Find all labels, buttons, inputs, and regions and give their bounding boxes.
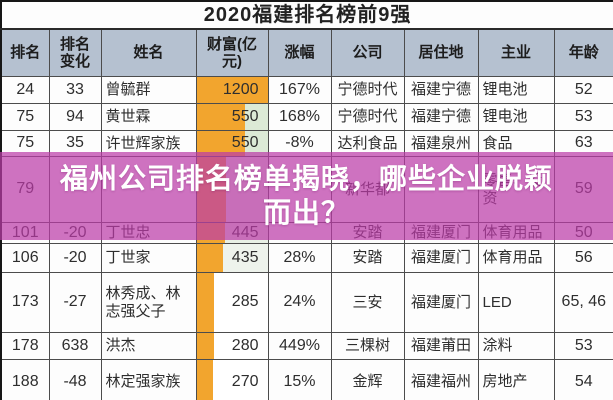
header-age: 年龄 [553, 28, 613, 77]
cell-age: 56 [553, 243, 613, 273]
header-name: 姓名 [100, 28, 197, 77]
cell-change: -27 [48, 272, 102, 333]
cell-pct: 28% [267, 243, 332, 273]
cell-age: 65, 46 [553, 272, 613, 333]
cell-rank: 106 [0, 243, 50, 273]
cell-residence: 福建莆田 [403, 332, 479, 360]
cell-residence: 福建宁德 [403, 76, 479, 104]
cell-wealth: 280 [195, 332, 269, 360]
cell-pct: 167% [267, 76, 332, 104]
header-change-pct: 涨幅 [267, 28, 332, 77]
cell-change: 33 [48, 76, 102, 104]
cell-wealth: 1200 [195, 76, 269, 104]
wealth-value: 280 [231, 336, 259, 354]
table-row: 173 -27 林秀成、林志强父子 285 24% 三安 福建厦门 LED 65, 46 [0, 272, 613, 333]
cell-age: 53 [553, 103, 613, 131]
cell-name: 黄世霖 [100, 103, 197, 131]
wealth-data-bar [197, 104, 245, 130]
table-row: 188 -48 林定强家族 270 15% 金辉 福建福州 房地产 54 [0, 359, 613, 400]
cell-business: 锂电池 [477, 76, 555, 104]
cell-company: 三棵树 [330, 332, 405, 360]
wealth-value: 1200 [222, 80, 259, 98]
cell-wealth: 270 [195, 359, 269, 400]
cell-name: 林秀成、林志强父子 [100, 272, 197, 333]
cell-company: 金辉 [330, 359, 405, 400]
cell-change: 94 [48, 103, 102, 131]
cell-residence: 福建厦门 [403, 272, 479, 333]
cell-pct: 168% [267, 103, 332, 131]
cell-residence: 福建福州 [403, 359, 479, 400]
wealth-data-bar [197, 360, 213, 400]
header-wealth: 财富(亿元) [195, 28, 269, 77]
cell-age: 52 [553, 76, 613, 104]
cell-change: -48 [48, 359, 102, 400]
cell-wealth: 550 [195, 103, 269, 131]
cell-rank: 188 [0, 359, 50, 400]
cell-pct: 15% [267, 359, 332, 400]
header-business: 主业 [477, 28, 555, 77]
cell-name: 曾毓群 [100, 76, 197, 104]
cell-wealth: 285 [195, 272, 269, 333]
cell-age: 54 [553, 359, 613, 400]
table-row: 106 -20 丁世家 435 28% 安踏 福建厦门 体育用品 56 [0, 243, 613, 273]
cell-age: 53 [553, 332, 613, 360]
cell-name: 林定强家族 [100, 359, 197, 400]
wealth-value: 435 [231, 248, 259, 266]
table-row: 75 94 黄世霖 550 168% 宁德时代 福建宁德 锂电池 53 [0, 103, 613, 131]
cell-residence: 福建宁德 [403, 103, 479, 131]
table-row: 178 638 洪杰 280 449% 三棵树 福建莆田 涂料 53 [0, 332, 613, 360]
cell-name: 洪杰 [100, 332, 197, 360]
cell-company: 宁德时代 [330, 76, 405, 104]
headline-line2: 而出？ [262, 197, 350, 228]
headline-overlay: 福州公司排名榜单揭晓，哪些企业脱颖 而出？ [0, 152, 613, 240]
cell-business: LED [477, 272, 555, 333]
wealth-data-bar [197, 244, 224, 272]
cell-rank: 178 [0, 332, 50, 360]
cell-company: 三安 [330, 272, 405, 333]
cell-wealth: 435 [195, 243, 269, 273]
cell-change: -20 [48, 243, 102, 273]
table-row: 24 33 曾毓群 1200 167% 宁德时代 福建宁德 锂电池 52 [0, 76, 613, 104]
cell-rank: 173 [0, 272, 50, 333]
table-title: 2020福建排名榜前9强 [0, 0, 613, 30]
cell-change: 638 [48, 332, 102, 360]
cell-business: 锂电池 [477, 103, 555, 131]
wealth-value: 285 [231, 293, 259, 311]
cell-business: 体育用品 [477, 243, 555, 273]
cell-rank: 75 [0, 103, 50, 131]
cell-pct: 24% [267, 272, 332, 333]
cell-rank: 24 [0, 76, 50, 104]
table-title-row: 2020福建排名榜前9强 [0, 0, 613, 30]
wealth-value: 550 [231, 134, 259, 152]
cell-company: 安踏 [330, 243, 405, 273]
cell-pct: 449% [267, 332, 332, 360]
cell-company: 宁德时代 [330, 103, 405, 131]
cell-business: 房地产 [477, 359, 555, 400]
wealth-value: 550 [231, 107, 259, 125]
wealth-data-bar [197, 333, 214, 359]
header-residence: 居住地 [403, 28, 479, 77]
header-rank: 排名 [0, 28, 50, 77]
wealth-data-bar [197, 131, 245, 156]
headline-line1: 福州公司排名榜单揭晓，哪些企业脱颖 [59, 163, 553, 195]
wealth-value: 270 [231, 372, 259, 390]
header-company: 公司 [330, 28, 405, 77]
cell-residence: 福建厦门 [403, 243, 479, 273]
cell-business: 涂料 [477, 332, 555, 360]
wealth-data-bar [197, 273, 215, 332]
wealth-data-bar [197, 77, 267, 103]
table-header-row: 排名 排名变化 姓名 财富(亿元) 涨幅 公司 居住地 主业 年龄 [0, 28, 613, 77]
cell-name: 丁世家 [100, 243, 197, 273]
header-rank-change: 排名变化 [48, 28, 102, 77]
